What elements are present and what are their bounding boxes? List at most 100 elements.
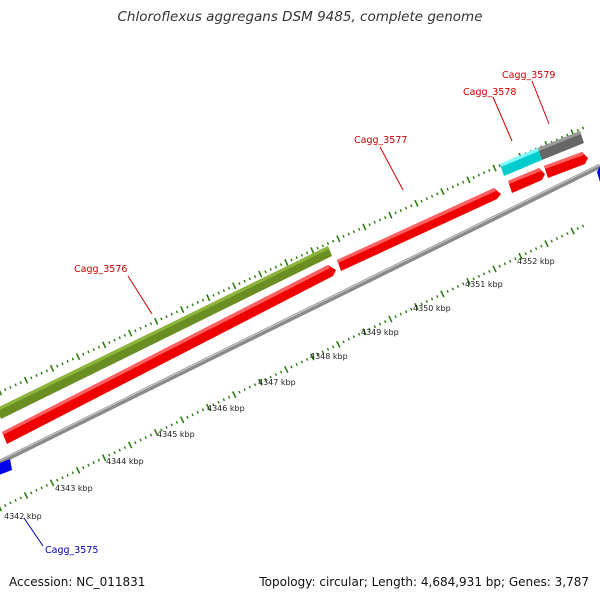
gc-tick: [492, 164, 497, 172]
gc-tick: [477, 173, 481, 177]
feature-cagg-3579-other[interactable]: [538, 131, 584, 160]
gc-tick: [19, 381, 23, 385]
scale-tick: [436, 295, 439, 298]
feature-cagg-3578-cds[interactable]: [508, 168, 545, 193]
gc-tick: [56, 364, 59, 368]
gene-label-cagg-3577[interactable]: Cagg_3577: [354, 135, 407, 191]
scale-tick: [217, 400, 220, 404]
gc-tick: [75, 353, 81, 361]
gc-tick: [175, 310, 179, 314]
scale-tick: [243, 388, 246, 392]
gc-tick: [326, 242, 330, 245]
gc-tick: [170, 312, 173, 316]
scale-tick: [97, 458, 101, 462]
gc-tick: [482, 171, 486, 175]
scale-tick: [331, 345, 335, 349]
scale-tick: [570, 227, 575, 235]
scale-tick: [196, 410, 200, 414]
scale-tick: [108, 453, 111, 457]
gc-tick: [394, 211, 397, 215]
scale-labels: 4342 kbp 4343 kbp 4344 kbp 4345 kbp 4346…: [4, 257, 555, 521]
scale-tick: [40, 486, 43, 490]
gene-label-text: Cagg_3576: [74, 264, 127, 275]
scale-tick: [123, 446, 127, 450]
gc-tick: [139, 326, 142, 330]
gc-tick: [49, 364, 55, 372]
feature-edge-reverse[interactable]: [597, 166, 600, 182]
gc-tick: [71, 357, 75, 361]
gc-tick: [258, 270, 263, 278]
scale-tick: [205, 403, 211, 411]
scale-tick: [149, 433, 153, 437]
summary-label: Topology: circular; Length: 4,684,931 bp…: [259, 575, 589, 589]
feature-cagg-3577-cds[interactable]: [337, 188, 501, 271]
scale-tick: [300, 360, 304, 364]
gene-label-cagg-3578[interactable]: Cagg_3578: [463, 87, 516, 142]
gene-label-cagg-3575[interactable]: Cagg_3575: [23, 517, 98, 556]
scale-tick: [566, 232, 569, 236]
gc-tick: [101, 341, 107, 349]
scale-tick: [49, 479, 55, 487]
gc-tick: [331, 239, 335, 243]
gene-label-cagg-3579[interactable]: Cagg_3579: [502, 70, 555, 125]
scale-tick: [373, 325, 377, 329]
scale-tick: [66, 473, 69, 477]
scale-tick: [92, 461, 95, 465]
map-title: Chloroflexus aggregans DSM 9485, complet…: [117, 9, 483, 25]
scale-label: 4342 kbp: [4, 512, 42, 521]
scale-tick: [550, 239, 553, 243]
gene-label-cagg-3576[interactable]: Cagg_3576: [74, 264, 153, 315]
scale-tick: [581, 224, 585, 228]
gc-tick: [217, 291, 220, 295]
gc-tick: [488, 168, 491, 172]
gc-tick: [232, 282, 237, 290]
scale-tick: [14, 498, 17, 502]
gc-tick: [196, 300, 199, 304]
gc-tick: [576, 128, 579, 132]
gc-tick: [451, 185, 455, 189]
scale-tick: [45, 483, 49, 487]
gene-label-text: Cagg_3575: [45, 545, 98, 556]
feature-cagg-3576-cds[interactable]: [2, 265, 336, 444]
scale-tick: [269, 375, 272, 379]
scale-tick: [492, 265, 497, 273]
gc-tick: [264, 270, 267, 274]
scale-tick: [118, 448, 121, 452]
scale-tick: [394, 315, 397, 319]
gc-tick: [45, 369, 49, 373]
scale-tick: [472, 277, 475, 281]
scale-track: [0, 224, 585, 512]
feature-cagg-3575[interactable]: [0, 459, 12, 475]
gc-tick: [253, 275, 257, 278]
gc-tick: [316, 246, 319, 250]
scale-tick: [399, 312, 403, 316]
scale-tick: [35, 488, 38, 492]
gc-tick: [212, 293, 215, 297]
scale-tick: [326, 347, 330, 351]
gc-tick: [40, 371, 43, 375]
scale-tick: [477, 274, 481, 278]
gc-tick: [23, 376, 29, 384]
scale-tick: [529, 249, 533, 253]
gc-tick: [498, 164, 501, 168]
scale-tick: [253, 383, 257, 387]
scale-tick: [61, 476, 64, 480]
gc-tick: [243, 279, 246, 283]
scale-tick: [144, 436, 147, 439]
gc-tick: [82, 352, 85, 356]
gc-tick: [0, 390, 3, 396]
feature-cagg-3579-cds[interactable]: [544, 152, 588, 178]
gc-tick: [222, 289, 226, 293]
feature-cagg-3576-rna[interactable]: [0, 246, 332, 419]
feature-cagg-3578-highlight[interactable]: [500, 148, 542, 176]
scale-label: 4345 kbp: [157, 430, 195, 439]
scale-tick: [30, 491, 33, 495]
scale-tick: [264, 378, 267, 382]
scale-tick: [518, 252, 523, 260]
gc-tick: [97, 345, 101, 349]
scale-label: 4349 kbp: [361, 328, 399, 337]
gc-tick: [284, 258, 289, 266]
gc-tick: [436, 192, 439, 196]
scale-tick: [56, 478, 59, 482]
